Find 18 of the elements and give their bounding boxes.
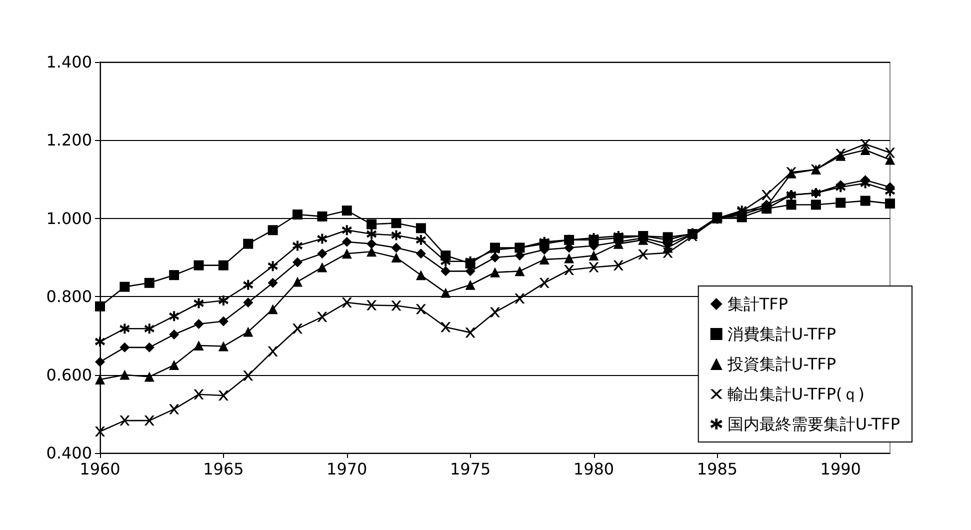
legend-label: 集計TFP — [727, 294, 788, 314]
x-tick-label: 1985 — [696, 460, 738, 478]
x-tick-label: 1960 — [80, 460, 120, 478]
x-tick-label: 1975 — [450, 460, 491, 478]
y-tick-label: 0.800 — [46, 287, 92, 306]
y-tick-label: 1.000 — [46, 208, 92, 228]
y-tick-label: 0.400 — [46, 444, 92, 462]
legend-label: 投資集計U-TFP — [726, 354, 836, 374]
y-tick-label: 1.400 — [46, 52, 92, 72]
legend-label: 輸出集計U-TFP(ｑ) — [727, 384, 864, 404]
x-tick-label: 1990 — [820, 460, 861, 478]
x-tick-label: 1965 — [203, 460, 244, 478]
x-tick-label: 1970 — [326, 460, 368, 478]
y-tick-label: 1.200 — [46, 130, 92, 150]
legend-label: 国内最終需要集計U-TFP — [727, 414, 900, 434]
y-tick-label: 0.600 — [46, 365, 92, 384]
legend-label: 消費集計U-TFP — [727, 324, 836, 344]
x-tick-label: 1980 — [573, 460, 614, 478]
